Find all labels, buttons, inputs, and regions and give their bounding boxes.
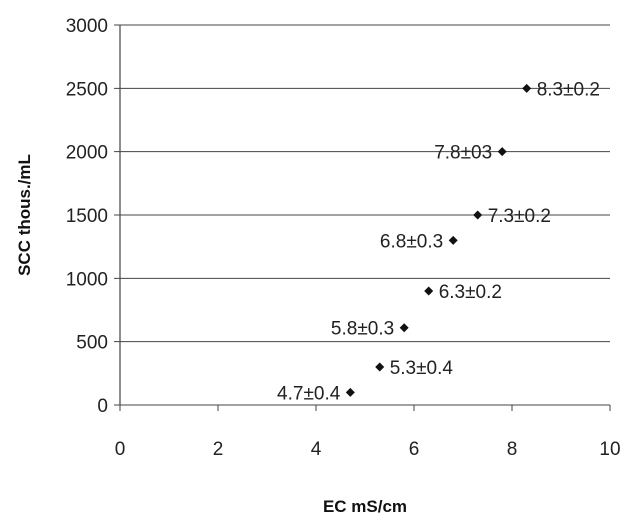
data-points [345,83,532,397]
data-label: 7.3±0.2 [488,206,551,227]
y-tick-labels: 0 500 1000 1500 2000 2500 3000 [66,16,108,417]
data-point [448,235,458,245]
x-tick-label: 6 [409,439,420,460]
data-label: 8.3±0.2 [537,79,600,100]
x-tick-label: 10 [599,439,620,460]
data-point [497,147,507,157]
data-point [424,286,434,296]
y-tick-label: 500 [76,333,108,354]
x-tick-label: 0 [115,439,126,460]
axes [119,25,611,411]
data-label: 7.8±03 [434,143,492,164]
data-label: 4.7±0.4 [277,383,341,404]
gridlines [114,24,610,406]
y-tick-label: 1500 [66,206,108,227]
y-axis-title: SCC thous./mL [15,154,34,276]
y-tick-label: 1000 [66,269,108,290]
data-point [345,387,355,397]
data-label: 5.3±0.4 [390,358,454,379]
data-point [375,362,385,372]
data-label: 6.8±0.3 [380,231,443,252]
x-tick-labels: 0 2 4 6 8 10 [115,439,621,460]
data-point [399,323,409,333]
x-tick-label: 4 [311,439,322,460]
data-label: 5.8±0.3 [331,319,394,340]
x-tick-label: 2 [213,439,224,460]
y-tick-label: 2500 [66,79,108,100]
y-tick-label: 3000 [66,16,108,37]
y-tick-label: 2000 [66,143,108,164]
x-tick-label: 8 [507,439,518,460]
data-point [473,210,483,220]
data-label: 6.3±0.2 [439,282,502,303]
data-point [522,83,532,93]
y-tick-label: 0 [97,396,108,417]
x-axis-title: EC mS/cm [323,497,407,516]
data-labels: 4.7±0.4 5.3±0.4 5.8±0.3 6.3±0.2 6.8±0.3 7.3±0… [277,79,600,404]
